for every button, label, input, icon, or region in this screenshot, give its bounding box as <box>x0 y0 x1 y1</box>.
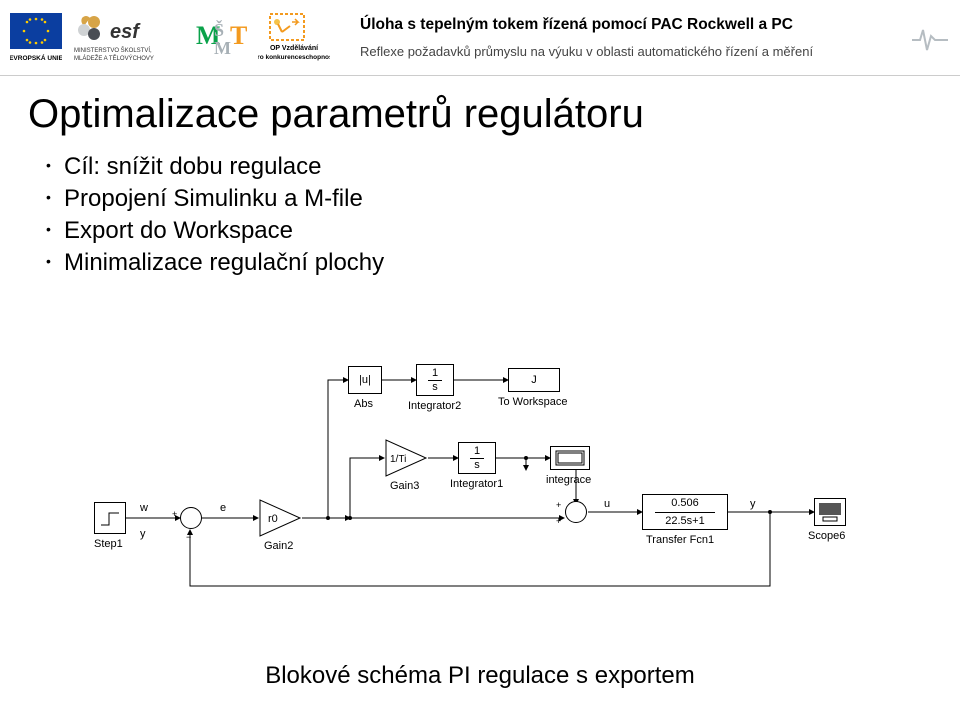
step-block <box>94 502 126 534</box>
integrator2-label: Integrator2 <box>408 400 461 412</box>
svg-text:EVROPSKÁ UNIE: EVROPSKÁ UNIE <box>10 53 62 62</box>
integrator1-block: 1 s <box>458 442 496 474</box>
svg-text:esf: esf <box>110 21 141 43</box>
scope-block <box>814 498 846 526</box>
integrace-display-block <box>550 446 590 470</box>
esf-logo: esf MINISTERSTVO ŠKOLSTVÍ, MLÁDEŽE A TĚL… <box>72 12 182 64</box>
tf-label: Transfer Fcn1 <box>646 534 714 546</box>
signal-y-out: y <box>750 498 756 510</box>
svg-text:pro konkurenceschopnost: pro konkurenceschopnost <box>258 54 330 61</box>
gain3-label: Gain3 <box>390 480 419 492</box>
bullet-item: Cíl: snížit dobu regulace <box>46 153 932 181</box>
svg-text:MLÁDEŽE A TĚLOVÝCHOVY: MLÁDEŽE A TĚLOVÝCHOVY <box>74 54 154 62</box>
header-text-block: Úloha s tepelným tokem řízená pomocí PAC… <box>340 16 900 59</box>
gain2-block: r0 <box>258 498 304 538</box>
bullet-item: Minimalizace regulační plochy <box>46 249 932 277</box>
abs-block: |u| <box>348 366 382 394</box>
sum1-plus: + <box>172 509 177 519</box>
scope-label: Scope6 <box>808 530 845 542</box>
sum1-minus: − <box>186 532 191 542</box>
diagram-caption: Blokové schéma PI regulace s exportem <box>0 662 960 690</box>
transfer-fcn-block: 0.506 22.5s+1 <box>642 494 728 530</box>
slide-content: Optimalizace parametrů regulátoru Cíl: s… <box>0 76 960 297</box>
eu-flag-logo: EVROPSKÁ UNIE <box>10 13 62 63</box>
abs-label: Abs <box>354 398 373 410</box>
signal-u: u <box>604 498 610 510</box>
abs-text: |u| <box>359 374 371 386</box>
svg-text:r0: r0 <box>268 513 278 525</box>
simulink-diagram: Step1 w y + − e r0 Gain2 |u| Abs 1 s Int… <box>90 350 890 630</box>
header-subtitle: Reflexe požadavků průmyslu na výuku v ob… <box>360 44 900 59</box>
header-title: Úloha s tepelným tokem řízená pomocí PAC… <box>360 16 900 34</box>
slide-header: EVROPSKÁ UNIE esf MINISTERSTVO ŠKOLSTVÍ,… <box>0 0 960 76</box>
signal-e: e <box>220 502 226 514</box>
signal-y-in: y <box>140 528 146 540</box>
slide-title: Optimalizace parametrů regulátoru <box>28 92 932 137</box>
svg-text:Š: Š <box>214 19 224 40</box>
sum1-block <box>180 507 202 529</box>
integrator2-block: 1 s <box>416 364 454 396</box>
step-label: Step1 <box>94 538 123 550</box>
gain2-label: Gain2 <box>264 540 293 552</box>
bullet-item: Propojení Simulinku a M-file <box>46 185 932 213</box>
integrace-label: integrace <box>546 474 591 486</box>
gain3-block: 1/Ti <box>384 438 430 478</box>
svg-text:T: T <box>230 21 247 50</box>
heartbeat-icon <box>910 18 950 58</box>
to-workspace-block: J <box>508 368 560 392</box>
svg-text:MINISTERSTVO ŠKOLSTVÍ,: MINISTERSTVO ŠKOLSTVÍ, <box>74 47 152 54</box>
svg-text:OP Vzdělávání: OP Vzdělávání <box>270 45 319 52</box>
diagram-wires <box>90 350 890 630</box>
toworkspace-label: To Workspace <box>498 396 568 408</box>
msmt-logo: M Š M T <box>192 14 248 62</box>
svg-text:1/Ti: 1/Ti <box>390 454 406 465</box>
sum2-plus1: + <box>556 500 561 510</box>
signal-w: w <box>140 502 148 514</box>
op-logo: OP Vzdělávání pro konkurenceschopnost <box>258 10 330 66</box>
svg-text:M: M <box>214 38 231 58</box>
toworkspace-var: J <box>531 374 537 386</box>
bullet-item: Export do Workspace <box>46 217 932 245</box>
integrator1-label: Integrator1 <box>450 478 503 490</box>
bullet-list: Cíl: snížit dobu regulace Propojení Simu… <box>28 153 932 277</box>
sum2-block <box>565 501 587 523</box>
sum2-plus2: + <box>556 516 561 526</box>
